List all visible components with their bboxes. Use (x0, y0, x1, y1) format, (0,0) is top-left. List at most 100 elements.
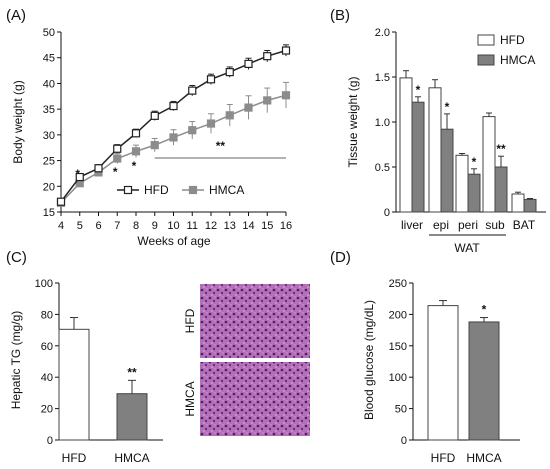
panel-d-y-tick-label: 200 (389, 309, 407, 321)
panel-a-legend-label-hfd: HFD (144, 183, 169, 197)
panel-b-bar-hfd (511, 193, 525, 213)
panel-a-y-tick-label: 40 (43, 78, 55, 90)
panel-a-legend-label-hmca: HMCA (209, 183, 244, 197)
panel-a-point-hfd (188, 86, 197, 95)
panel-a-point-hmca (244, 103, 253, 112)
histology-image-hfd (200, 284, 310, 358)
panel-a-point-hfd (263, 52, 272, 61)
panel-c-x-tick-label: HFD (62, 451, 87, 465)
panel-a-x-tick-label: 6 (95, 220, 101, 232)
panel-b-significance-marker: ** (496, 142, 506, 156)
panel-b-x-tick-label: BAT (513, 218, 536, 232)
panel-b-bar-hmca (411, 101, 425, 213)
panel-b-y-tick-label: 2.0 (375, 27, 390, 39)
panel-a-y-tick-label: 20 (43, 181, 55, 193)
panel-d-y-tick-label: 150 (389, 341, 407, 353)
panel-label-c: (C) (6, 249, 27, 266)
panel-a-x-axis-title: Weeks of age (137, 234, 210, 248)
panel-a-significance-marker: ** (216, 139, 226, 153)
panel-b-significance-marker: * (445, 100, 450, 114)
panel-a-y-tick-label: 25 (43, 156, 55, 168)
panel-a-x-tick-label: 13 (224, 220, 236, 232)
panel-a-y-tick-label: 50 (43, 27, 55, 39)
panel-c-x-tick-label: HMCA (114, 451, 149, 465)
panel-b-bar-hfd (455, 154, 469, 213)
panel-c-significance-marker: ** (127, 365, 137, 379)
panel-b-legend-label-hmca: HMCA (500, 53, 535, 67)
panel-a-point-hfd (206, 75, 216, 84)
panel-b-significance-marker: * (472, 155, 477, 169)
panel-c-y-tick-label: 40 (41, 372, 53, 384)
panel-b-y-tick-label: 0.5 (375, 162, 390, 174)
panel-a-body-weight-chart: Body weight (g) Weeks of age 15 20 25 30 35 4… (11, 27, 292, 248)
panel-a-y-tick-label: 35 (43, 104, 55, 116)
panel-a-point-hfd (225, 68, 234, 77)
panel-a-point-hfd (150, 111, 159, 120)
panel-d-y-tick-label: 100 (389, 372, 407, 384)
panel-c-bar-hmca (116, 393, 148, 441)
panel-a-significance-marker: * (113, 165, 118, 179)
histology-image-hmca (200, 362, 310, 436)
panel-a-x-tick-label: 5 (77, 220, 83, 232)
panel-a-x-tick-label: 9 (152, 220, 158, 232)
panel-a-point-hfd (94, 164, 103, 173)
panel-d-x-tick-label: HFD (431, 451, 456, 465)
panel-a-significance-marker: * (132, 159, 137, 173)
panel-c-y-tick-label: 20 (41, 404, 53, 416)
panel-a-x-tick-label: 4 (58, 220, 64, 232)
panel-b-y-tick-label: 1.5 (375, 72, 390, 84)
panel-a-point-hmca (188, 126, 197, 135)
panel-a-x-tick-label: 15 (261, 220, 273, 232)
panel-d-significance-marker: * (482, 303, 487, 317)
panel-b-y-tick-label: 0 (384, 207, 390, 219)
panel-b-x-tick-label: epi (433, 218, 449, 232)
panel-a-x-tick-label: 11 (187, 220, 198, 232)
panel-d-y-tick-label: 0 (401, 435, 407, 447)
panel-d-y-tick-label: 250 (389, 278, 407, 290)
panel-d-bar-hmca (468, 321, 500, 441)
panel-a-point-hfd (131, 129, 141, 138)
panel-a-point-hfd (169, 101, 178, 111)
panel-c-bar-hfd (58, 328, 90, 441)
panel-a-point-hmca (113, 154, 122, 163)
panel-a-legend-marker-hfd (123, 185, 133, 195)
panel-b-significance-marker: * (416, 83, 421, 97)
histology-label-hfd: HFD (183, 308, 197, 333)
panel-a-point-hmca (281, 91, 291, 100)
panel-a-significance-marker: * (75, 167, 80, 181)
panel-b-group-label: WAT (454, 241, 480, 255)
panel-a-x-tick-label: 10 (167, 220, 179, 232)
panel-b-legend-swatch-hfd (477, 34, 495, 46)
panel-a-point-hmca (263, 96, 272, 105)
panel-b-legend-label-hfd: HFD (500, 33, 525, 47)
panel-a-x-tick-label: 12 (205, 220, 217, 232)
panel-d-x-tick-label: HMCA (466, 451, 501, 465)
panel-b-bar-hfd (482, 116, 496, 213)
panel-a-x-tick-label: 16 (280, 220, 292, 232)
panel-b-y-tick-label: 1.0 (375, 117, 390, 129)
panel-a-y-axis-title: Body weight (g) (11, 80, 25, 163)
panel-a-point-hmca (225, 111, 234, 120)
panel-a-point-hfd (75, 172, 84, 182)
panel-d-blood-glucose-chart: Blood glucose (mg/dL) 0 50 100 150 200 250 HFD… (362, 278, 520, 465)
panel-b-tissue-weight-chart: Tissue weight (g) WAT 0 0.5 1.0 1.5 2.0 liver… (346, 27, 546, 255)
panel-c-y-axis-title: Hepatic TG (mg/g) (9, 311, 23, 409)
panel-b-bar-hmca (523, 198, 537, 213)
panel-a-point-hfd (113, 144, 122, 153)
panel-a-point-hfd (244, 59, 253, 68)
panel-label-b: (B) (330, 7, 350, 24)
panel-b-bar-hmca (494, 166, 508, 213)
histology-label-hmca: HMCA (183, 381, 197, 416)
panel-c-y-tick-label: 0 (47, 435, 53, 447)
panel-d-y-tick-label: 50 (395, 404, 407, 416)
panel-b-bar-hfd (399, 77, 413, 213)
panel-a-point-hmca (169, 133, 178, 142)
panel-a-point-hfd (281, 46, 291, 55)
panel-a-y-tick-label: 45 (43, 53, 55, 65)
panel-c-hepatic-tg-chart: Hepatic TG (mg/g) HFD HMCA 0 20 40 60 80 100 H… (9, 278, 310, 465)
panel-c-y-tick-label: 80 (41, 309, 53, 321)
panel-a-y-tick-label: 15 (43, 207, 55, 219)
panel-c-y-tick-label: 60 (41, 341, 53, 353)
panel-a-x-tick-label: 7 (114, 220, 120, 232)
panel-a-x-tick-label: 14 (242, 220, 254, 232)
